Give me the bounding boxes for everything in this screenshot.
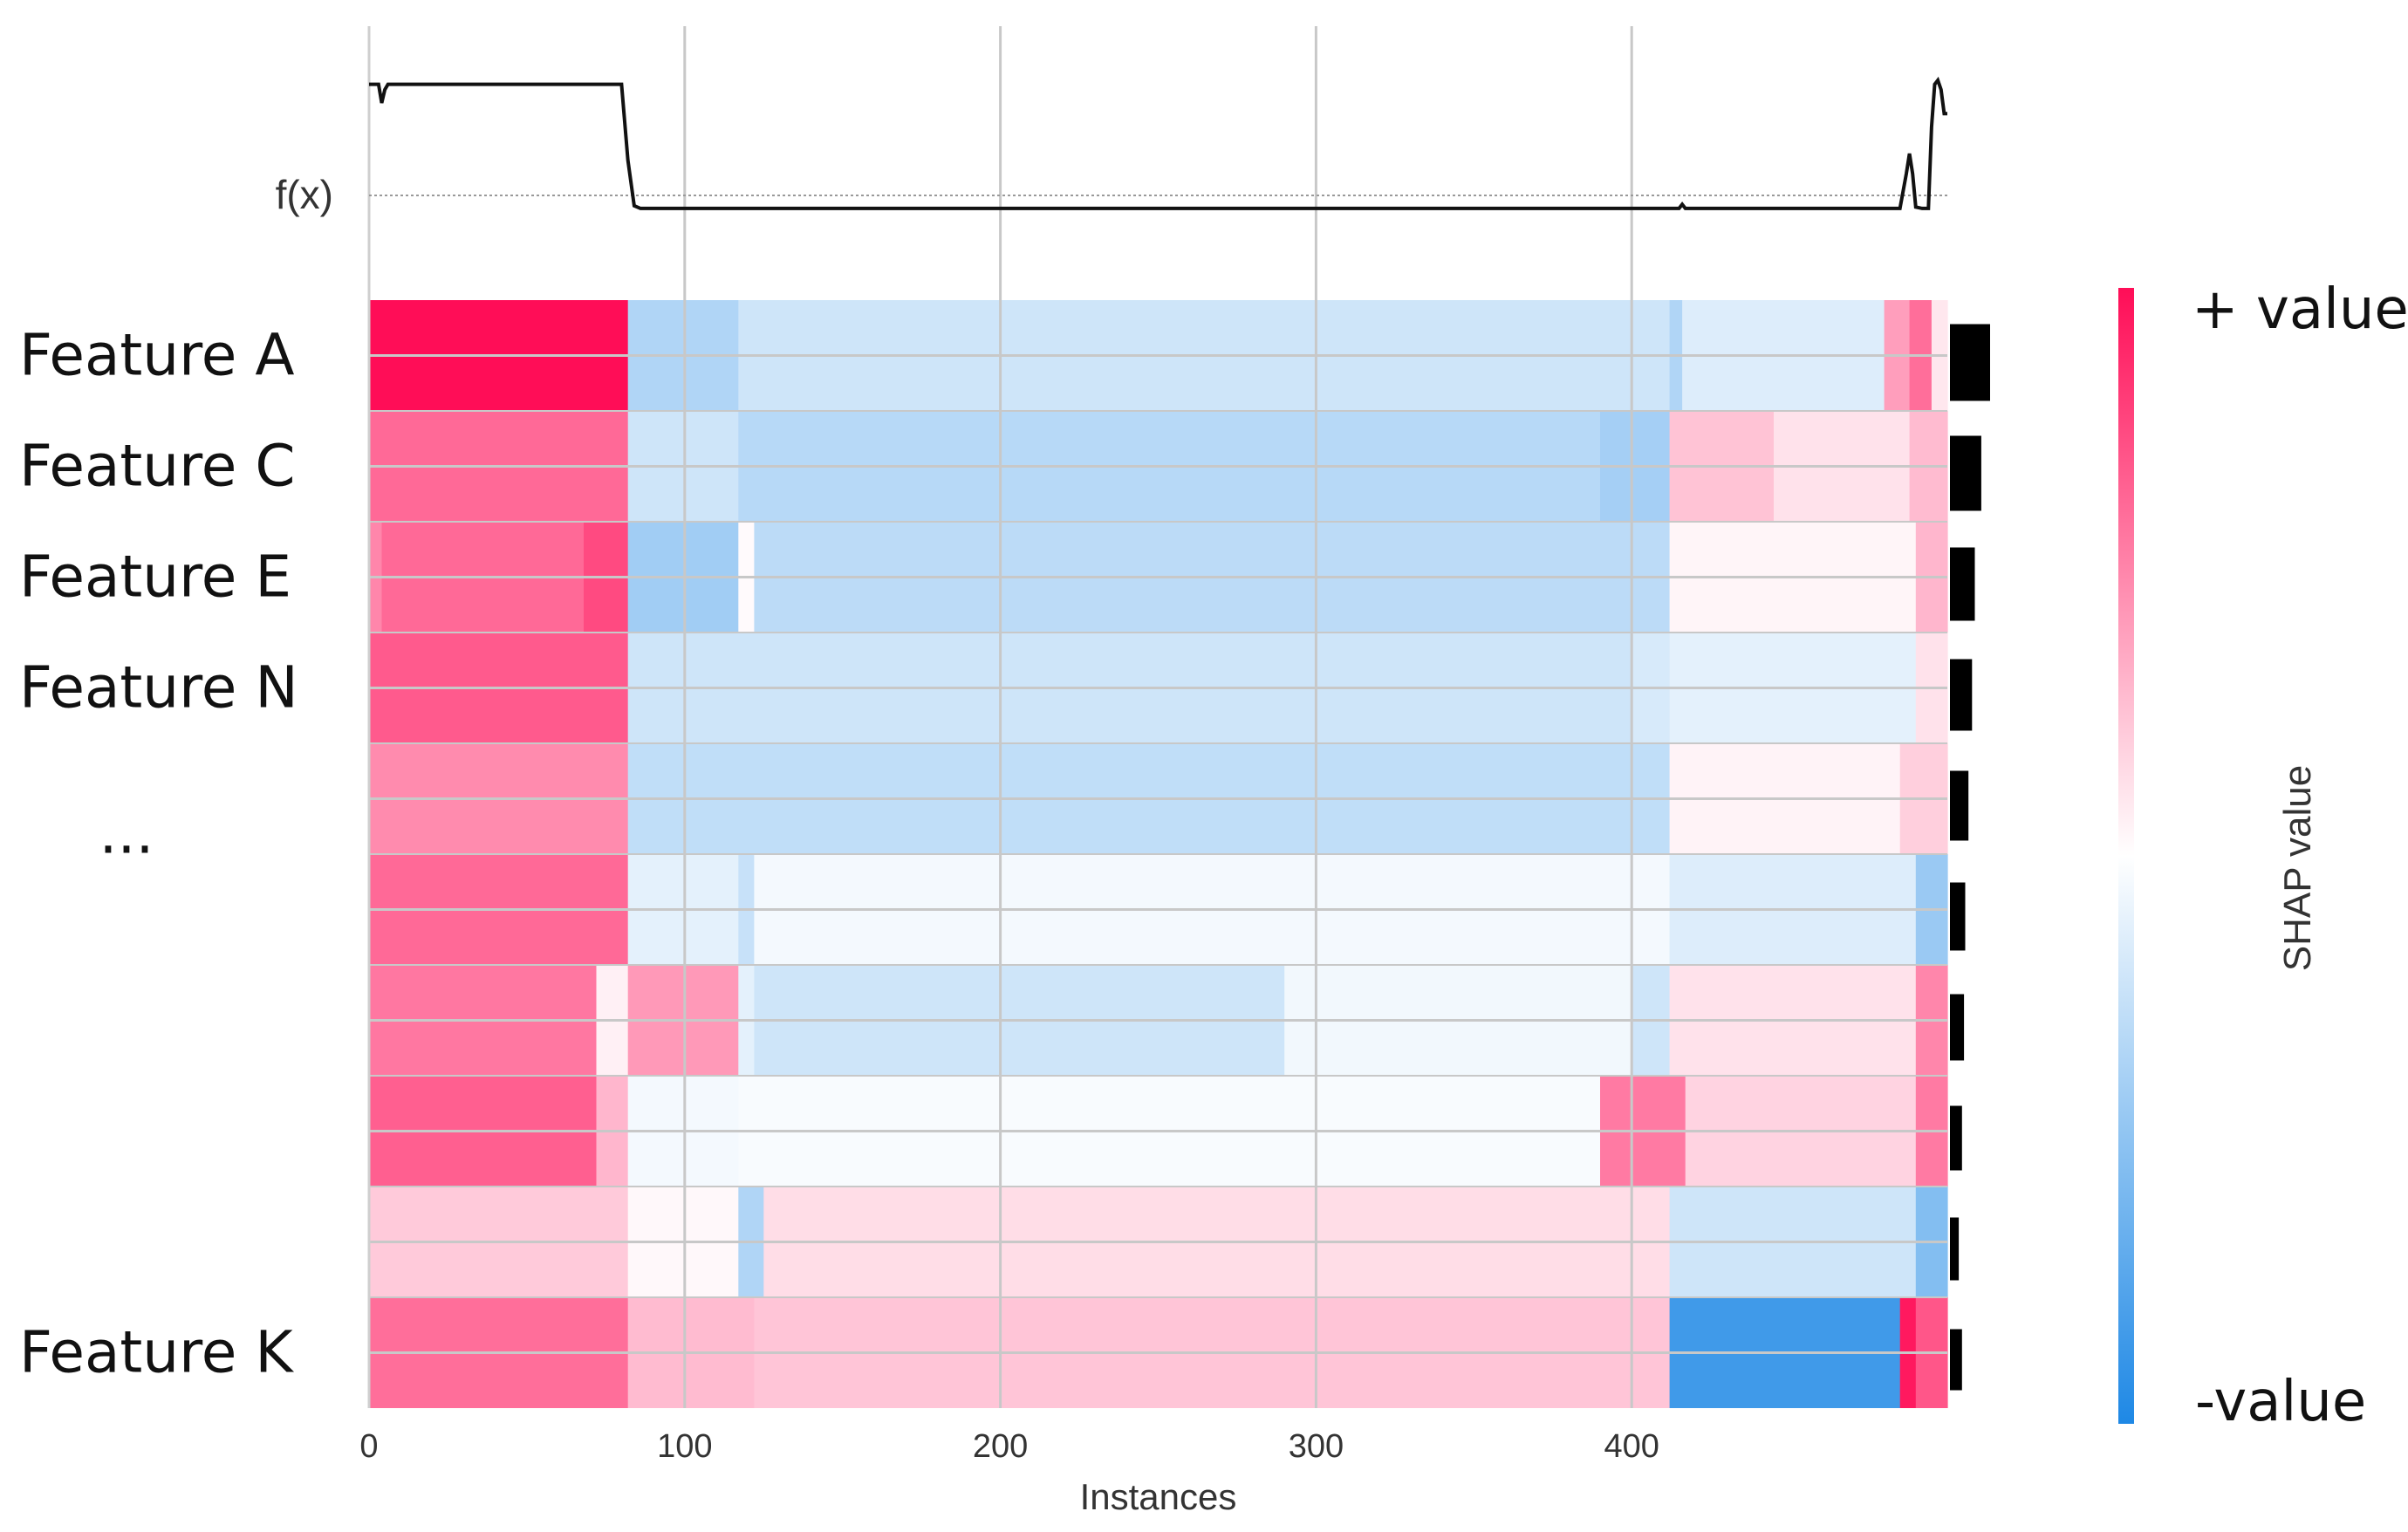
importance-bar [1950, 994, 1965, 1061]
feature-label: Feature A [19, 322, 295, 389]
colorbar-high-label: + value [2192, 277, 2408, 342]
importance-bar [1950, 882, 1966, 951]
gridlines [367, 26, 1947, 1408]
colorbar-title: SHAP value [2276, 765, 2319, 971]
fx-label: f(x) [276, 172, 333, 217]
importance-bars [1950, 324, 1990, 1391]
colorbar-gradient [2118, 288, 2134, 1424]
importance-bar [1950, 547, 1975, 621]
importance-bar [1950, 659, 1973, 731]
x-tick-label: 0 [359, 1428, 378, 1465]
feature-label: Feature E [19, 544, 291, 611]
colorbar-low-label: -value [2195, 1370, 2366, 1434]
importance-bar [1950, 1329, 1962, 1391]
x-axis: Instances 0 100 200 300 400 [359, 1428, 1659, 1517]
x-tick-label: 400 [1604, 1428, 1659, 1465]
feature-label: ... [99, 800, 154, 867]
feature-label: Feature N [19, 654, 298, 722]
x-tick-label: 300 [1289, 1428, 1344, 1465]
x-tick-label: 200 [973, 1428, 1028, 1465]
feature-label: Feature C [19, 433, 295, 500]
fx-series-line [369, 76, 1947, 210]
x-tick-label: 100 [657, 1428, 712, 1465]
importance-bar [1950, 324, 1990, 401]
feature-labels: Feature A Feature C Feature E Feature N... F… [19, 322, 298, 1386]
x-axis-title: Instances [1080, 1476, 1237, 1517]
feature-label: Feature K [19, 1319, 294, 1386]
importance-bar [1950, 1105, 1962, 1171]
colorbar: + value -value SHAP value [2118, 277, 2408, 1434]
importance-bar [1950, 1217, 1960, 1281]
importance-bar [1950, 435, 1981, 511]
importance-bar [1950, 770, 1969, 841]
fx-plot: f(x) [276, 26, 1947, 1408]
